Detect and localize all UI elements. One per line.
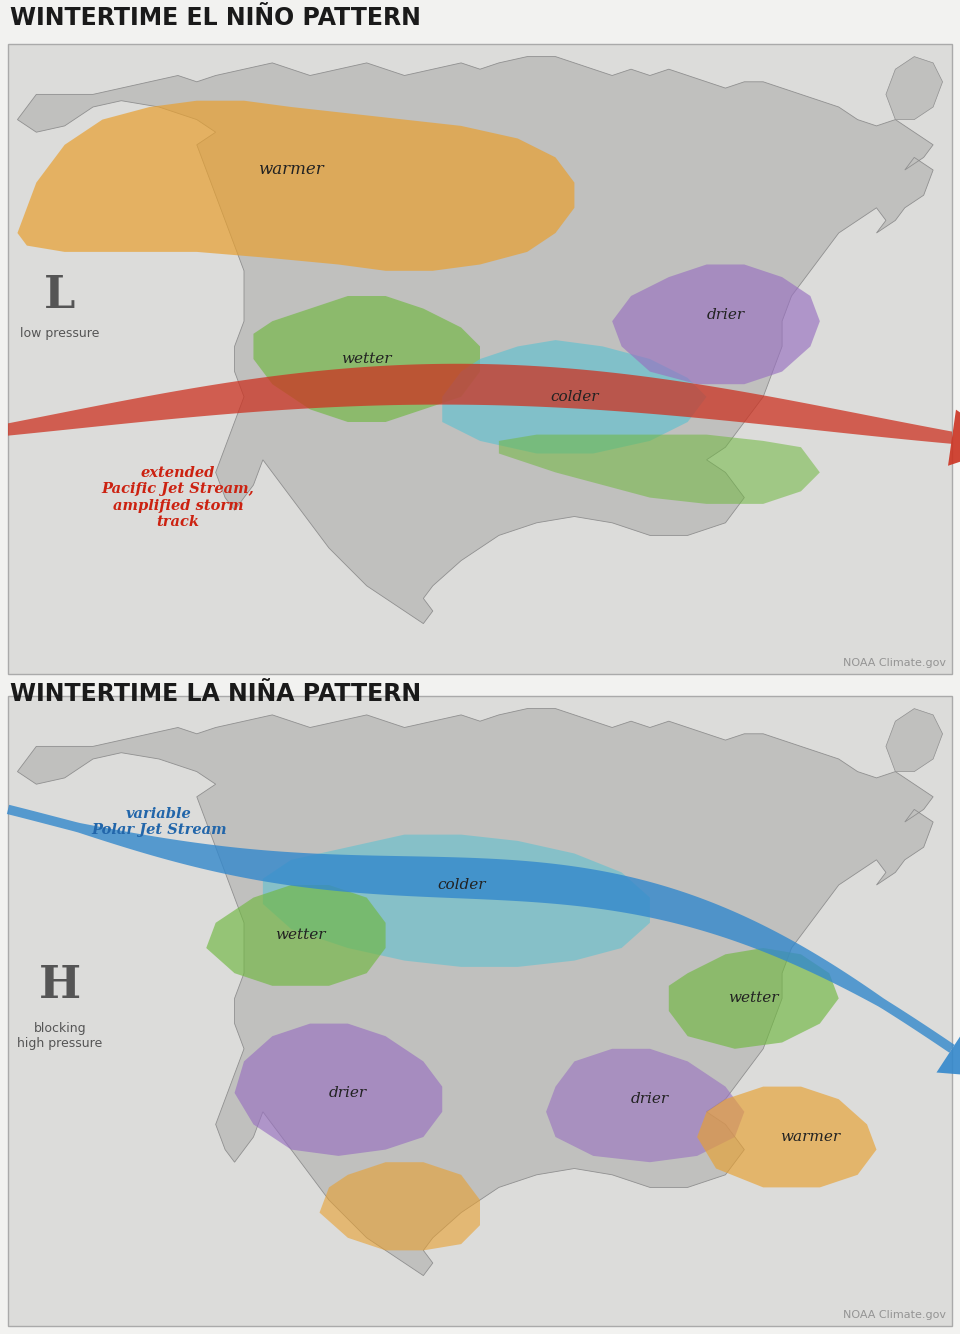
Text: warmer: warmer	[780, 1130, 840, 1145]
Polygon shape	[499, 435, 820, 504]
Polygon shape	[669, 948, 839, 1049]
Polygon shape	[263, 835, 650, 967]
Text: blocking
high pressure: blocking high pressure	[17, 1022, 103, 1050]
Text: drier: drier	[707, 308, 745, 321]
Polygon shape	[936, 1025, 960, 1078]
Text: NOAA Climate.gov: NOAA Climate.gov	[843, 1310, 946, 1321]
Text: drier: drier	[328, 1086, 367, 1101]
Text: variable
Polar Jet Stream: variable Polar Jet Stream	[91, 807, 227, 838]
Text: wetter: wetter	[729, 991, 779, 1006]
Text: wetter: wetter	[342, 352, 392, 366]
Text: WINTERTIME LA NIÑA PATTERN: WINTERTIME LA NIÑA PATTERN	[10, 682, 421, 706]
Text: wetter: wetter	[276, 928, 325, 942]
Polygon shape	[206, 884, 386, 986]
Polygon shape	[17, 56, 933, 623]
Polygon shape	[886, 708, 943, 771]
Polygon shape	[234, 1023, 443, 1155]
Text: colder: colder	[550, 390, 599, 404]
Bar	[8, 44, 952, 674]
Text: low pressure: low pressure	[20, 327, 100, 340]
Polygon shape	[546, 1049, 744, 1162]
Text: H: H	[38, 964, 81, 1007]
Polygon shape	[697, 1087, 876, 1187]
Polygon shape	[320, 1162, 480, 1250]
Text: drier: drier	[631, 1093, 669, 1106]
Text: WINTERTIME EL NIÑO PATTERN: WINTERTIME EL NIÑO PATTERN	[10, 5, 420, 29]
Text: extended
Pacific Jet Stream,
amplified storm
track: extended Pacific Jet Stream, amplified s…	[102, 467, 254, 528]
Polygon shape	[443, 340, 707, 454]
Polygon shape	[612, 264, 820, 384]
Text: colder: colder	[437, 878, 486, 892]
Polygon shape	[253, 296, 480, 422]
Polygon shape	[8, 364, 952, 444]
Text: NOAA Climate.gov: NOAA Climate.gov	[843, 658, 946, 668]
Polygon shape	[17, 100, 574, 271]
Polygon shape	[886, 56, 943, 120]
Text: L: L	[44, 275, 76, 317]
Polygon shape	[17, 708, 933, 1275]
Polygon shape	[948, 410, 960, 466]
Polygon shape	[7, 804, 954, 1053]
Text: warmer: warmer	[258, 161, 324, 179]
Bar	[8, 696, 952, 1326]
